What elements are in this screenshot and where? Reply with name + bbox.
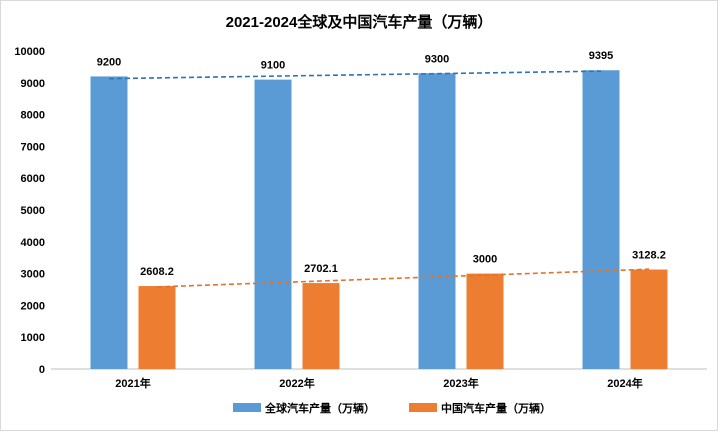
- trendline: [156, 268, 650, 288]
- y-axis: 0 1000 2000 3000 4000 5000 6000 7000 8000 9000 100…: [14, 46, 45, 376]
- x-tick-label: 2023年: [443, 376, 478, 390]
- data-label: 9200: [97, 56, 121, 68]
- y-tick-label: 0: [39, 364, 45, 376]
- y-tick-label: 5000: [21, 205, 45, 217]
- y-tick-label: 2000: [21, 300, 45, 312]
- legend-swatch: [233, 403, 261, 412]
- data-label: 9395: [589, 50, 613, 62]
- legend-swatch: [409, 403, 437, 412]
- legend: 全球汽车产量（万辆） 中国汽车产量（万辆）: [233, 401, 551, 415]
- legend-entry: 中国汽车产量（万辆）: [441, 401, 551, 415]
- bars-group: [90, 70, 668, 370]
- y-tick-label: 8000: [21, 110, 45, 122]
- data-labels-group: 9200 2608.2 9100 2702.1 9300 3000 9395 3128.2: [97, 50, 666, 278]
- bar: [466, 273, 504, 369]
- y-tick-label: 9000: [21, 78, 45, 90]
- bar: [138, 286, 176, 369]
- bar: [90, 76, 128, 369]
- x-axis: 2021年 2022年 2023年 2024年: [51, 368, 707, 390]
- bar: [254, 79, 292, 370]
- y-tick-label: 6000: [21, 173, 45, 185]
- x-tick-label: 2024年: [607, 376, 642, 390]
- data-label: 2702.1: [304, 263, 338, 275]
- data-label: 9100: [261, 60, 285, 72]
- y-tick-label: 7000: [21, 141, 45, 153]
- bar: [418, 73, 456, 369]
- x-tick-label: 2021年: [115, 376, 150, 390]
- y-tick-label: 1000: [21, 332, 45, 344]
- data-label: 3128.2: [632, 250, 666, 262]
- trendlines-group: [108, 70, 650, 288]
- bar: [630, 269, 668, 369]
- y-tick-label: 10000: [14, 46, 45, 58]
- data-label: 3000: [473, 254, 497, 266]
- data-label: 9300: [425, 53, 449, 65]
- legend-entry: 全球汽车产量（万辆）: [264, 401, 375, 415]
- y-tick-label: 4000: [21, 237, 45, 249]
- x-tick-label: 2022年: [279, 376, 314, 390]
- y-tick-label: 3000: [21, 269, 45, 281]
- chart-title: 2021-2024全球及中国汽车产量（万辆）: [226, 13, 493, 31]
- bar: [302, 283, 340, 369]
- data-label: 2608.2: [140, 266, 174, 278]
- bar: [582, 70, 620, 369]
- trendline: [108, 70, 602, 80]
